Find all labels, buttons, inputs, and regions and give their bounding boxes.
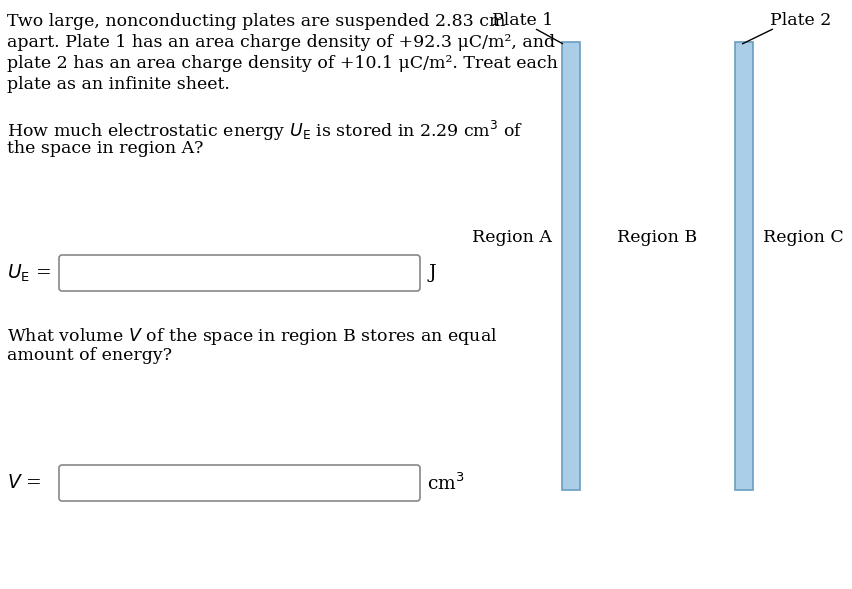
- Text: $\mathit{V}$ =: $\mathit{V}$ =: [7, 474, 42, 492]
- Text: cm$^3$: cm$^3$: [427, 472, 464, 494]
- Text: apart. Plate 1 has an area charge density of +92.3 μC/m², and: apart. Plate 1 has an area charge densit…: [7, 34, 555, 51]
- Text: What volume $\mathit{V}$ of the space in region B stores an equal: What volume $\mathit{V}$ of the space in…: [7, 326, 497, 347]
- Text: J: J: [429, 264, 436, 282]
- FancyBboxPatch shape: [59, 255, 419, 291]
- Text: $\mathit{U}_\mathrm{E}$ =: $\mathit{U}_\mathrm{E}$ =: [7, 262, 51, 284]
- Text: Region C: Region C: [762, 230, 843, 247]
- Text: Plate 1: Plate 1: [492, 12, 553, 29]
- Text: Region A: Region A: [471, 230, 551, 247]
- Bar: [561, 42, 579, 490]
- FancyBboxPatch shape: [59, 465, 419, 501]
- Text: amount of energy?: amount of energy?: [7, 347, 172, 364]
- Text: How much electrostatic energy $\mathit{U}_\mathrm{E}$ is stored in 2.29 cm$^3$ o: How much electrostatic energy $\mathit{U…: [7, 119, 522, 143]
- Text: Plate 2: Plate 2: [769, 12, 831, 29]
- Text: the space in region A?: the space in region A?: [7, 140, 203, 157]
- Text: Region B: Region B: [617, 230, 697, 247]
- Text: plate 2 has an area charge density of +10.1 μC/m². Treat each: plate 2 has an area charge density of +1…: [7, 55, 557, 72]
- Text: plate as an infinite sheet.: plate as an infinite sheet.: [7, 76, 229, 93]
- Bar: [734, 42, 752, 490]
- Text: Two large, nonconducting plates are suspended 2.83 cm: Two large, nonconducting plates are susp…: [7, 13, 505, 30]
